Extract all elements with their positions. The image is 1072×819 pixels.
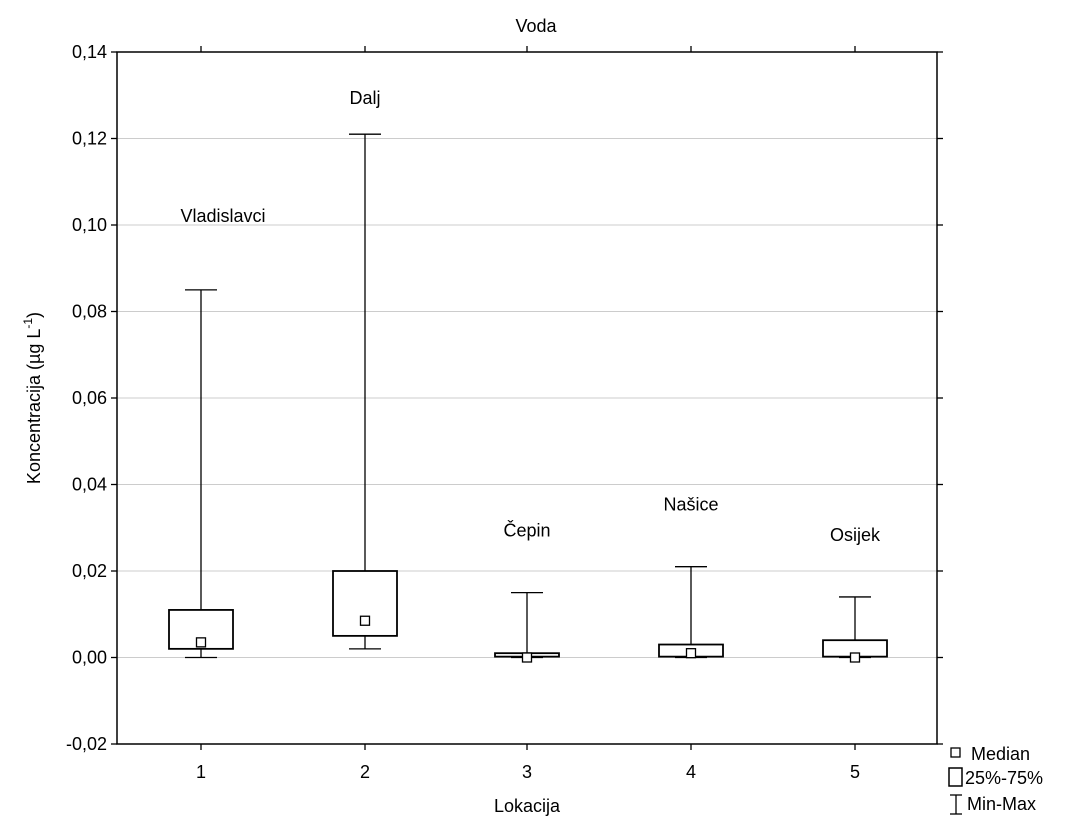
median-marker [359, 615, 371, 626]
box-group: Vladislavci [168, 206, 266, 659]
y-tick-label: 0,08 [72, 302, 107, 322]
gridlines [117, 138, 937, 658]
x-axis-ticks: 1 2 3 4 5 [196, 46, 860, 782]
legend-box-symbol [948, 767, 963, 787]
box-group: Čepin [494, 520, 560, 663]
y-axis-label-sup: -1 [21, 318, 35, 329]
box-series: Vladislavci Dalj Čepin Našice Osijek [168, 88, 888, 663]
box-annotation: Čepin [503, 520, 550, 541]
box-group: Našice [658, 495, 724, 659]
box-annotation: Osijek [830, 525, 881, 545]
legend: Median 25%-75% Min-Max [948, 744, 1043, 815]
iqr-box [168, 609, 234, 650]
iqr-box [332, 570, 398, 637]
y-tick-label: 0,06 [72, 388, 107, 408]
x-tick-label: 5 [850, 762, 860, 782]
median-marker [521, 652, 533, 663]
y-axis-ticks: -0,02 0,00 0,02 0,04 0,06 0,08 0,10 0,12 0,14 [66, 42, 943, 754]
legend-median-symbol [950, 747, 961, 758]
y-tick-label: 0,04 [72, 475, 107, 495]
legend-median-label: Median [971, 744, 1030, 764]
legend-whisker-label: Min-Max [967, 794, 1036, 814]
box-annotation: Vladislavci [180, 206, 265, 226]
median-marker [195, 637, 207, 648]
x-tick-label: 2 [360, 762, 370, 782]
x-tick-label: 3 [522, 762, 532, 782]
plot-frame [116, 51, 938, 745]
box-group: Osijek [822, 525, 888, 663]
y-tick-label: 0,12 [72, 129, 107, 149]
chart-title: Voda [515, 16, 557, 36]
x-tick-label: 4 [686, 762, 696, 782]
y-tick-label: 0,10 [72, 215, 107, 235]
x-tick-label: 1 [196, 762, 206, 782]
median-marker [849, 652, 861, 663]
y-axis-label: Koncentracija (µg L-1) [21, 312, 44, 484]
legend-box-label: 25%-75% [965, 768, 1043, 788]
x-axis-label: Lokacija [494, 796, 561, 816]
y-tick-label: 0,14 [72, 42, 107, 62]
y-tick-label: 0,00 [72, 648, 107, 668]
box-annotation: Dalj [349, 88, 380, 108]
y-axis-label-close: ) [24, 312, 44, 318]
box-annotation: Našice [663, 495, 718, 515]
y-axis-label-main: Koncentracija (µg L [24, 329, 44, 484]
y-tick-label: -0,02 [66, 734, 107, 754]
legend-whisker-symbol [950, 794, 962, 815]
box-group: Dalj [332, 88, 398, 650]
median-marker [685, 648, 697, 659]
y-tick-label: 0,02 [72, 561, 107, 581]
